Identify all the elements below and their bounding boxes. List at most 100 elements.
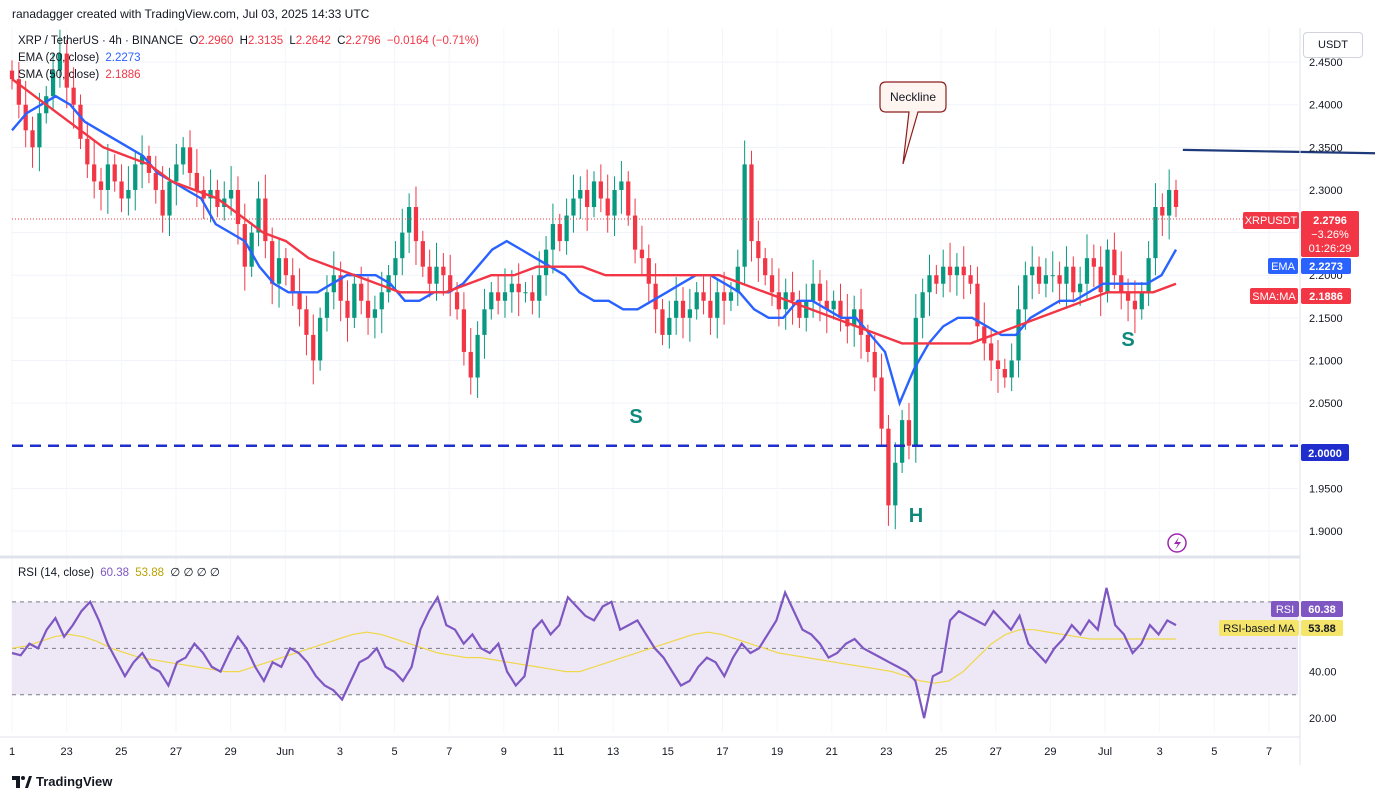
candle-body [578, 189, 583, 199]
tradingview-icon [12, 775, 32, 788]
candle-body [338, 275, 343, 301]
candle-body [187, 147, 193, 173]
candle-body [708, 300, 713, 318]
candle-body [283, 258, 289, 276]
time-tick-label: 5 [392, 746, 398, 758]
neckline-line[interactable] [1182, 148, 1375, 171]
candle-body [105, 164, 110, 190]
candle-body [756, 241, 761, 259]
candle-body [112, 164, 117, 182]
candle-body [509, 283, 514, 293]
currency-selector[interactable]: USDT [1303, 32, 1363, 58]
candle-body [1139, 292, 1144, 310]
candle-body [995, 360, 1001, 369]
candle-body [934, 275, 939, 284]
candle-body [16, 79, 21, 105]
time-tick-label: 21 [826, 746, 838, 758]
candle-body [256, 198, 261, 233]
candle-body [85, 138, 90, 165]
sma-line [11, 78, 1177, 345]
open-value: 2.2960 [198, 35, 234, 47]
candle-body [249, 232, 254, 267]
high-label: H [239, 35, 248, 47]
candle-body [585, 189, 590, 208]
candle-body [502, 292, 508, 301]
sma-price-tag: SMA:MA 2.1886 [1250, 288, 1351, 304]
lightning-icon[interactable] [1167, 533, 1187, 553]
candle-body [1091, 258, 1096, 267]
time-tick-label: 7 [446, 746, 452, 758]
candle-body [1043, 275, 1049, 284]
candle-body [1132, 300, 1138, 310]
candle-body [961, 266, 966, 276]
candle-body [304, 309, 309, 335]
candle-body [78, 104, 83, 139]
candle-body [1036, 266, 1042, 284]
candle-body [30, 130, 35, 148]
candle-body [1112, 249, 1117, 276]
candle-body [927, 275, 932, 293]
rsi-legend-extra: ∅ ∅ ∅ ∅ [170, 567, 220, 579]
candle-body [941, 266, 946, 284]
candle-body [947, 266, 953, 276]
sma-legend[interactable]: SMA (50, close) 2.1886 [18, 69, 144, 81]
svg-text:RSI-based MA: RSI-based MA [1223, 623, 1295, 635]
candle-body [139, 155, 145, 165]
candle-body [886, 428, 891, 506]
candle-body [619, 181, 624, 190]
candle-body [769, 275, 775, 293]
symbol-legend[interactable]: XRP / TetherUS · 4h · BINANCE O2.2960 H2… [18, 35, 482, 47]
candle-body [968, 275, 973, 284]
sma-legend-label: SMA (50, close) [18, 69, 100, 81]
candle-body [1009, 360, 1014, 378]
price-tick-label: 2.4000 [1309, 100, 1343, 112]
rsi-axis[interactable]: 40.00 20.00 [1309, 667, 1337, 725]
rsi-ma-legend-value: 53.88 [135, 567, 165, 579]
rsi-line [11, 587, 1177, 719]
time-tick-label: 9 [501, 746, 507, 758]
time-axis[interactable]: 1 23 25 27 29 Jun 3 5 7 9 11 13 15 17 19 21 23 25 27 29 Jul 3… [9, 746, 1272, 758]
svg-text:2.1886: 2.1886 [1309, 291, 1343, 303]
time-tick-label: 15 [662, 746, 674, 758]
time-tick-label: 25 [935, 746, 947, 758]
candle-body [1002, 368, 1007, 378]
candle-body [824, 300, 829, 310]
candle-body [496, 292, 501, 301]
candle-body [441, 266, 446, 276]
candle-body [1050, 275, 1055, 277]
candle-body [632, 215, 638, 250]
candle-body [263, 198, 268, 242]
ema-legend[interactable]: EMA (20, close) 2.2273 [18, 52, 144, 64]
price-tick-label: 2.3000 [1309, 185, 1343, 197]
ema-legend-label: EMA (20, close) [18, 52, 100, 64]
candle-body [605, 198, 610, 216]
svg-text:60.38: 60.38 [1308, 604, 1336, 616]
candle-body [899, 420, 905, 463]
open-label: O [189, 35, 199, 47]
tradingview-logo[interactable]: TradingView [12, 774, 112, 789]
candle-body [1153, 207, 1158, 259]
candle-body [694, 292, 699, 310]
candle-body [537, 275, 542, 301]
candle-body [126, 189, 131, 199]
candle-body [37, 113, 42, 148]
candle-body [407, 207, 412, 233]
price-tick-label: 2.1500 [1309, 313, 1343, 325]
candle-body [571, 198, 576, 216]
candle-body [817, 283, 823, 301]
support-price-tag: 2.0000 [1301, 444, 1349, 461]
time-tick-label: Jun [276, 746, 294, 758]
candle-body [468, 351, 473, 378]
ema-legend-value: 2.2273 [105, 52, 141, 64]
candle-body [92, 164, 97, 182]
candle-body [454, 292, 460, 310]
neckline-callout[interactable]: Neckline [879, 81, 947, 165]
candle-body [1146, 258, 1151, 293]
candle-body [591, 181, 597, 208]
candle-body [742, 164, 747, 267]
candle-body [797, 300, 802, 318]
rsi-legend[interactable]: RSI (14, close) 60.38 53.88 ∅ ∅ ∅ ∅ [18, 565, 223, 579]
candle-body [954, 266, 960, 276]
price-tick-label: 2.4500 [1309, 57, 1343, 69]
